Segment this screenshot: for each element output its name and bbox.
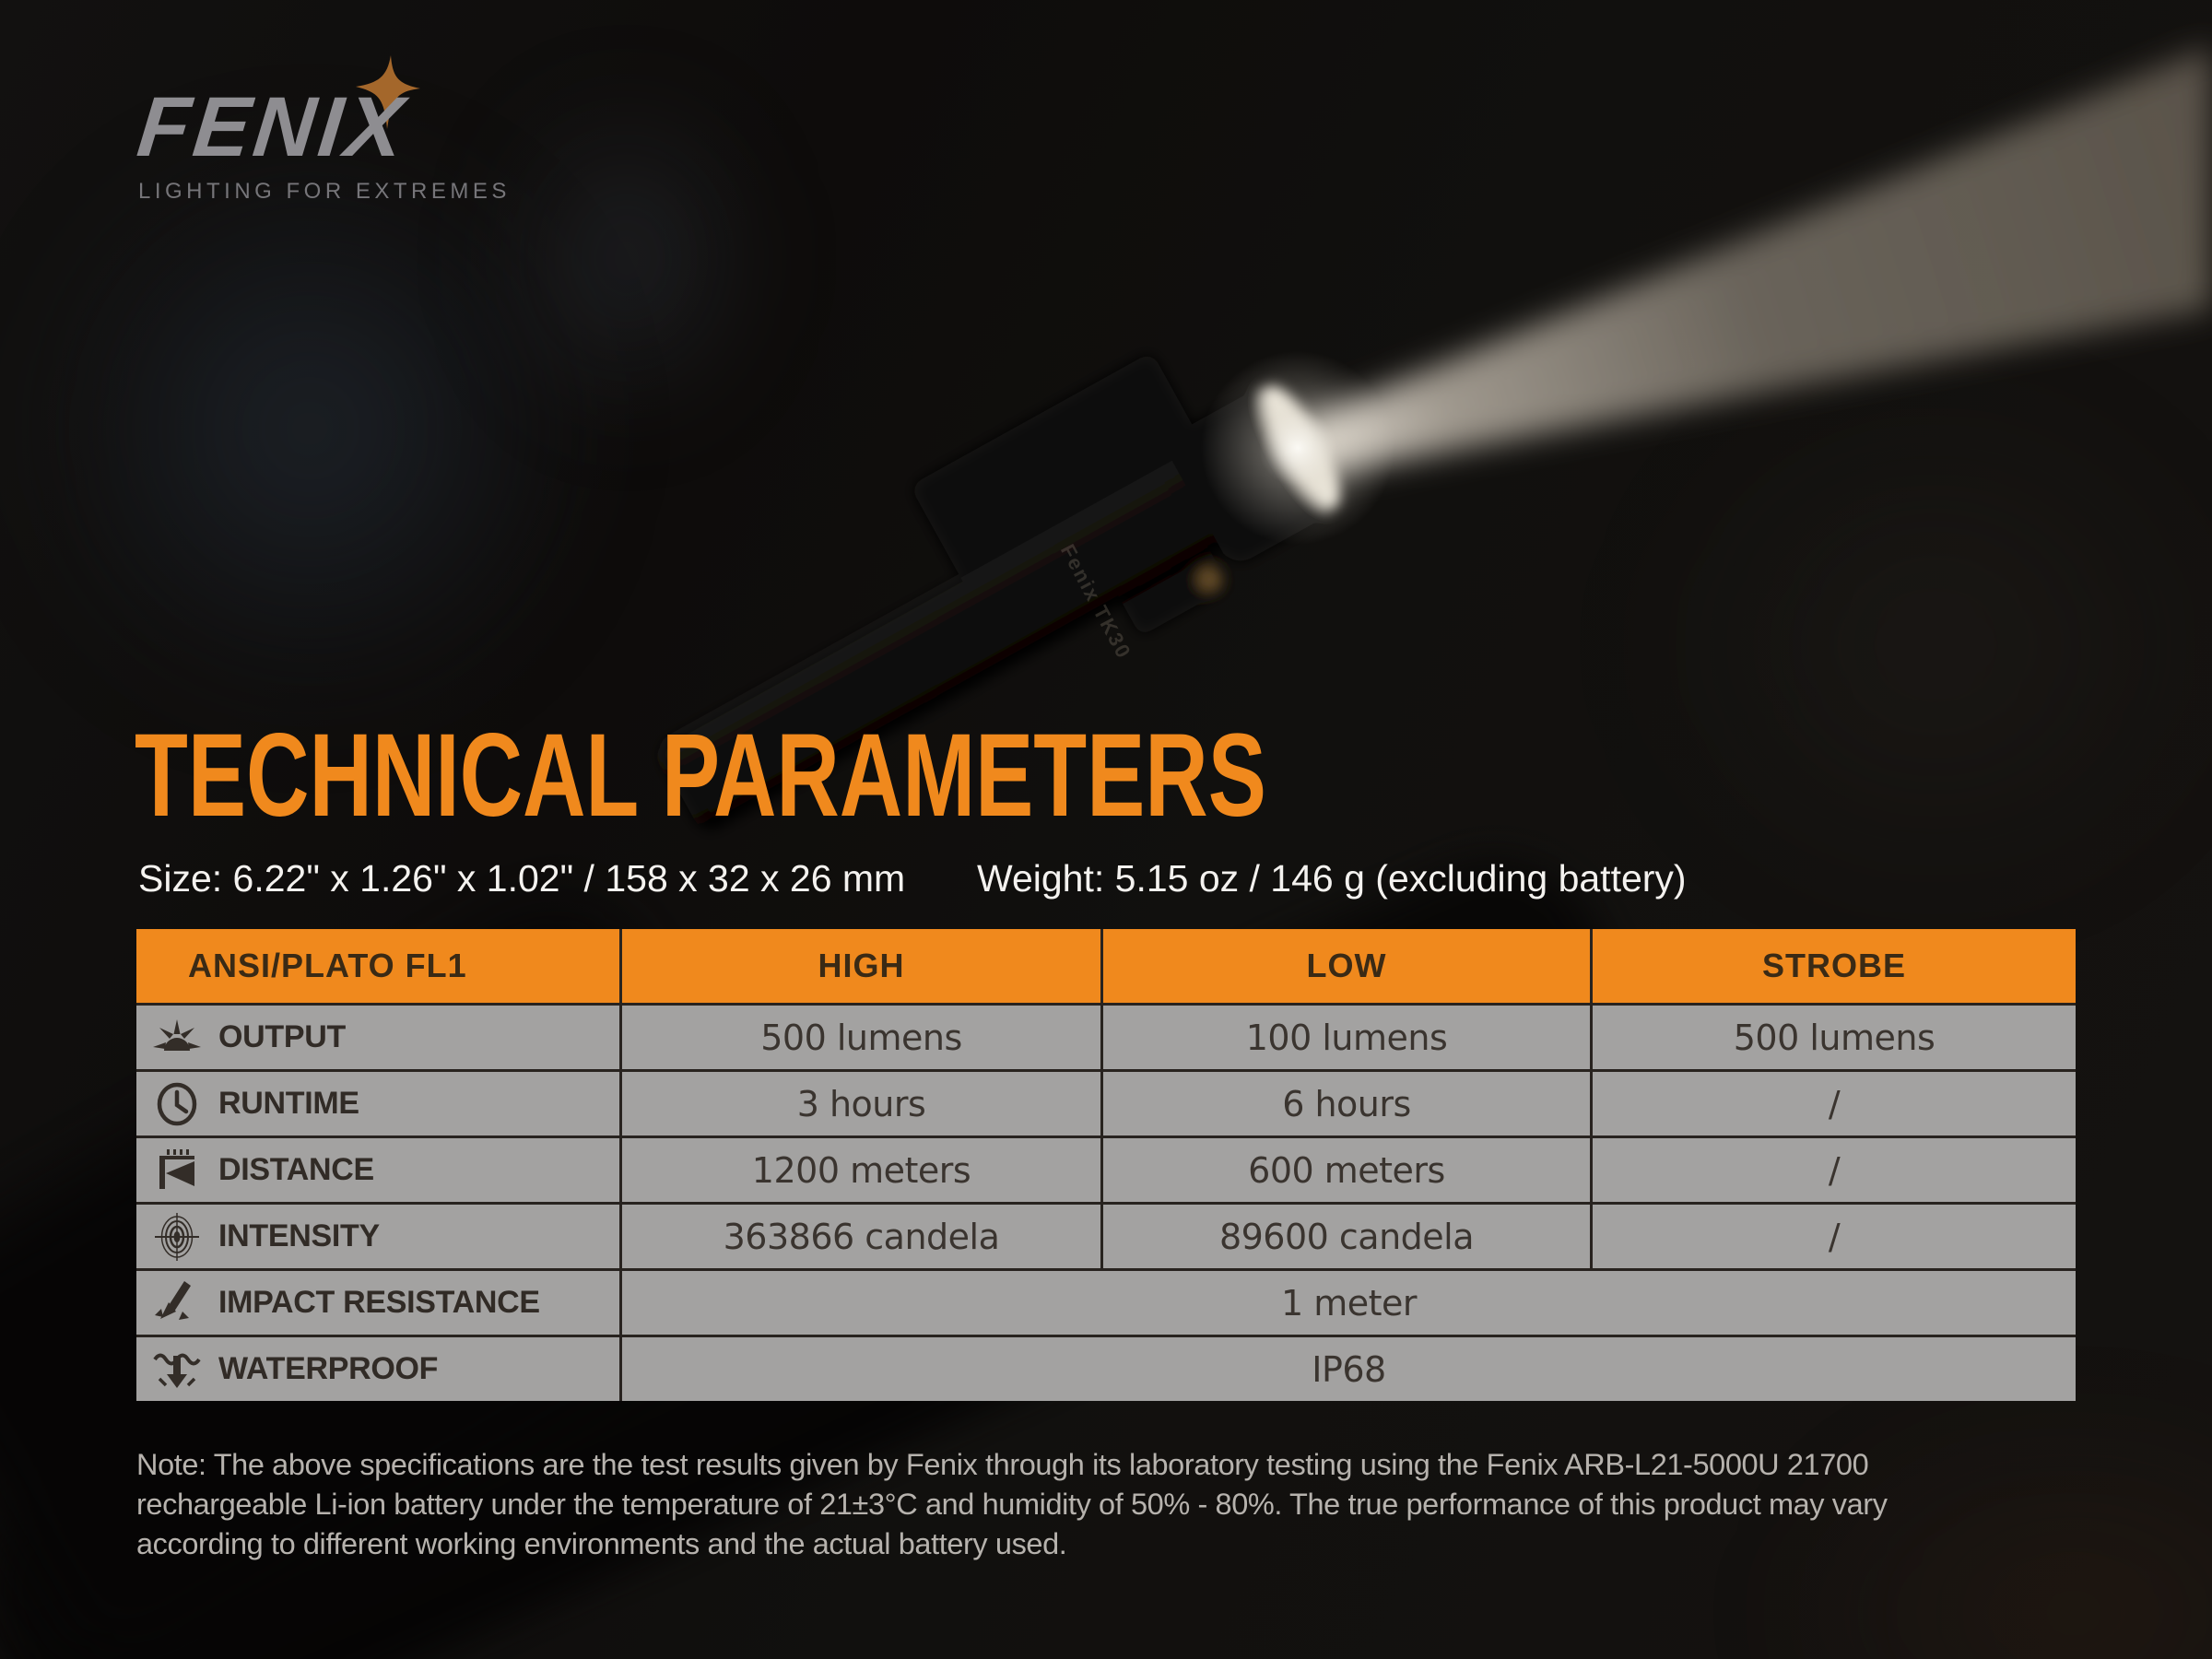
impact-arrow-icon xyxy=(155,1280,191,1320)
table-row-distance: DISTANCE xyxy=(136,1138,619,1202)
intensity-strobe: / xyxy=(1593,1205,2076,1268)
distance-high: 1200 meters xyxy=(622,1138,1100,1202)
distance-low: 600 meters xyxy=(1103,1138,1590,1202)
mount-block xyxy=(1059,438,1226,632)
header-low: LOW xyxy=(1103,929,1590,1003)
fenix-logo: FENIX LIGHTING FOR EXTREMES xyxy=(134,55,511,205)
impact-resistance-value: 1 meter xyxy=(622,1271,2076,1335)
row-label: INTENSITY xyxy=(218,1218,380,1253)
intensity-high: 363866 candela xyxy=(622,1205,1100,1268)
distance-strobe: / xyxy=(1593,1138,2076,1202)
brand-tagline: LIGHTING FOR EXTREMES xyxy=(138,179,511,204)
runtime-low: 6 hours xyxy=(1103,1072,1590,1135)
light-beam-icon xyxy=(1292,46,2212,477)
lens-glow xyxy=(1201,351,1394,545)
waterproof-value: IP68 xyxy=(622,1337,2076,1401)
row-label: IMPACT RESISTANCE xyxy=(218,1285,540,1320)
target-intensity-icon xyxy=(155,1212,199,1261)
spec-table: ANSI/PLATO FL1 HIGH LOW STROBE OUTPUT 50… xyxy=(136,929,2076,1401)
header-strobe: STROBE xyxy=(1593,929,2076,1003)
intensity-low: 89600 candela xyxy=(1103,1205,1590,1268)
product-label: Fenix TK30 xyxy=(1055,540,1136,664)
table-row-impact-resistance: IMPACT RESISTANCE xyxy=(136,1271,619,1335)
brass-switch xyxy=(1196,567,1221,592)
output-low: 100 lumens xyxy=(1103,1006,1590,1069)
table-row-runtime: RUNTIME xyxy=(136,1072,619,1135)
runtime-high: 3 hours xyxy=(622,1072,1100,1135)
page-title: TECHNICAL PARAMETERS xyxy=(135,710,1266,841)
water-submersion-icon xyxy=(153,1353,201,1388)
clock-runtime-icon xyxy=(157,1082,197,1125)
footnote: Note: The above specifications are the t… xyxy=(136,1448,1888,1560)
row-label: DISTANCE xyxy=(218,1152,374,1187)
fenix-star-icon xyxy=(356,55,420,129)
header-ansi-plato-fl1: ANSI/PLATO FL1 xyxy=(136,929,619,1003)
sunburst-output-icon xyxy=(153,1018,201,1051)
size-spec: Size: 6.22" x 1.26" x 1.02" / 158 x 32 x… xyxy=(138,857,906,900)
weight-spec: Weight: 5.15 oz / 146 g (excluding batte… xyxy=(977,857,1687,900)
table-row-waterproof: WATERPROOF xyxy=(136,1337,619,1401)
flashlight-lens xyxy=(1263,385,1340,509)
runtime-strobe: / xyxy=(1593,1072,2076,1135)
flashlight-head xyxy=(1169,388,1334,561)
row-label: OUTPUT xyxy=(218,1019,346,1054)
output-strobe: 500 lumens xyxy=(1593,1006,2076,1069)
beam-distance-icon xyxy=(159,1148,194,1189)
table-row-output: OUTPUT xyxy=(136,1006,619,1069)
row-label: WATERPROOF xyxy=(218,1351,439,1386)
row-label: RUNTIME xyxy=(218,1086,359,1121)
header-high: HIGH xyxy=(622,929,1100,1003)
table-row-intensity: INTENSITY xyxy=(136,1205,619,1268)
background-haze xyxy=(1521,276,2212,1014)
output-high: 500 lumens xyxy=(622,1006,1100,1069)
brand-wordmark: FENIX xyxy=(133,80,412,174)
